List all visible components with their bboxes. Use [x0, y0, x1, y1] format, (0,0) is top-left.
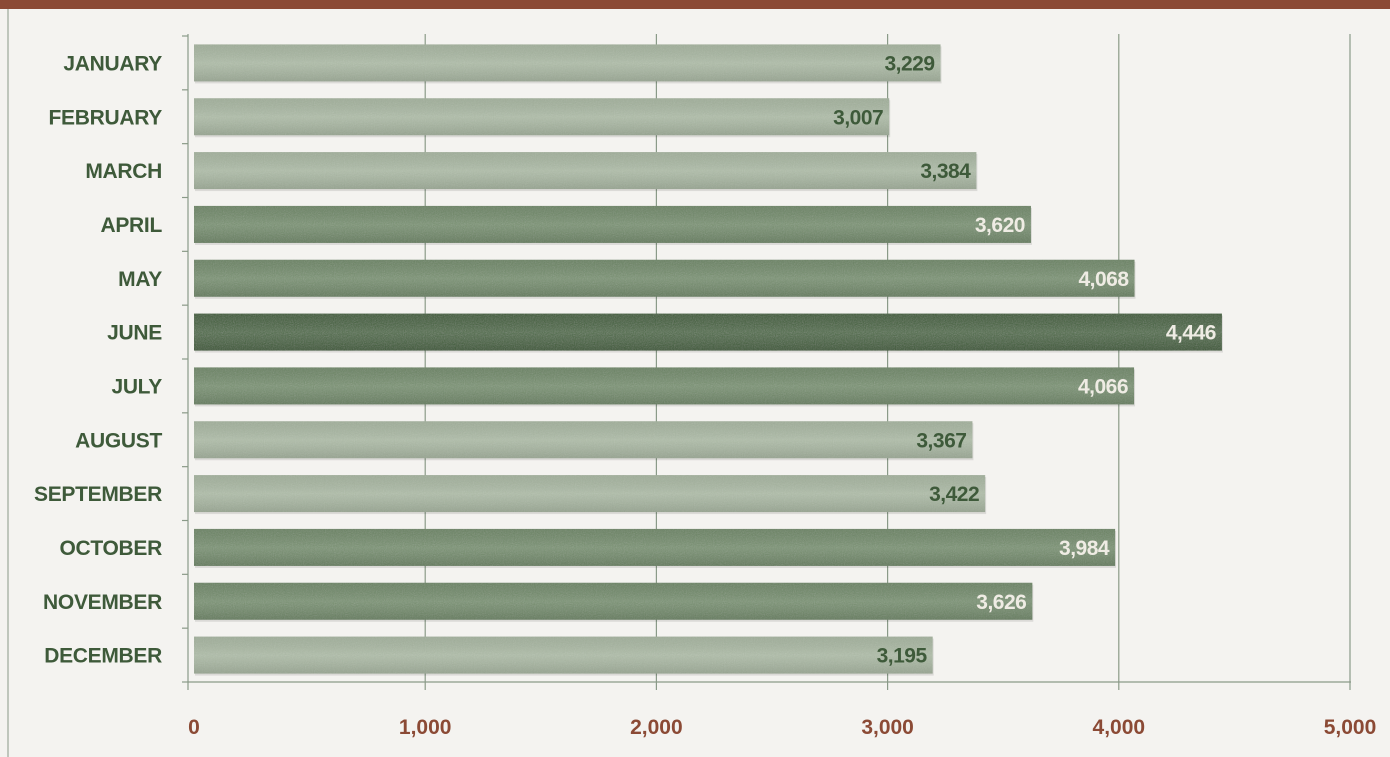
category-label: MAY: [118, 268, 162, 291]
bar-shade: [194, 98, 890, 136]
category-label: SEPTEMBER: [34, 483, 162, 506]
bar-october: [194, 528, 1117, 568]
bar-july: [194, 367, 1136, 407]
data-label: 4,446: [1166, 322, 1216, 345]
bar-september: [194, 475, 987, 515]
bar-shade: [194, 259, 1135, 297]
category-label: OCTOBER: [59, 537, 162, 560]
data-label: 3,626: [976, 591, 1026, 614]
x-tick-label: 0: [188, 716, 200, 739]
grid-lines: [424, 34, 1351, 682]
labels: 3,229 JANUARY 3,007 FEBRUARY 3,384 MARCH 3,620…: [34, 52, 1376, 739]
data-label: 3,007: [833, 106, 883, 129]
category-label: JANUARY: [63, 52, 162, 75]
bar-february: [194, 98, 891, 138]
x-tick-label: 3,000: [861, 716, 914, 739]
bar-shade: [194, 582, 1033, 620]
category-label: NOVEMBER: [43, 591, 162, 614]
x-tick-label: 1,000: [399, 716, 452, 739]
bar-shade: [194, 44, 941, 82]
category-label: DECEMBER: [44, 645, 162, 668]
category-label: FEBRUARY: [49, 106, 163, 129]
bar-march: [194, 152, 978, 192]
x-tick-label: 5,000: [1324, 716, 1377, 739]
category-label: JUNE: [107, 322, 162, 345]
data-label: 3,422: [929, 483, 979, 506]
bar-shade: [194, 421, 973, 459]
x-tick-label: 2,000: [630, 716, 683, 739]
bar-shade: [194, 367, 1135, 405]
bar-shade: [194, 528, 1116, 566]
data-label: 4,066: [1078, 375, 1128, 398]
data-label: 4,068: [1078, 268, 1129, 291]
bar-shade: [194, 313, 1222, 351]
axes: [182, 34, 1351, 690]
data-label: 3,367: [916, 429, 966, 452]
bar-shade: [194, 475, 986, 513]
category-label: APRIL: [100, 214, 162, 237]
bar-june: [194, 313, 1223, 353]
x-tick-label: 4,000: [1093, 716, 1146, 739]
bar-november: [194, 582, 1034, 622]
data-label: 3,384: [920, 160, 971, 183]
bar-january: [194, 44, 942, 84]
data-label: 3,620: [975, 214, 1025, 237]
data-label: 3,195: [877, 645, 928, 668]
data-label: 3,984: [1059, 537, 1110, 560]
data-label: 3,229: [884, 52, 934, 75]
bar-shade: [194, 152, 977, 190]
bar-april: [194, 205, 1032, 245]
category-label: JULY: [111, 375, 162, 398]
bar-shade: [194, 636, 933, 674]
category-label: AUGUST: [75, 429, 162, 452]
category-label: MARCH: [85, 160, 162, 183]
header-band: [0, 0, 1390, 9]
bars: [194, 44, 1223, 676]
bar-shade: [194, 205, 1031, 243]
bar-august: [194, 421, 974, 461]
bar-december: [194, 636, 934, 676]
bar-may: [194, 259, 1136, 299]
